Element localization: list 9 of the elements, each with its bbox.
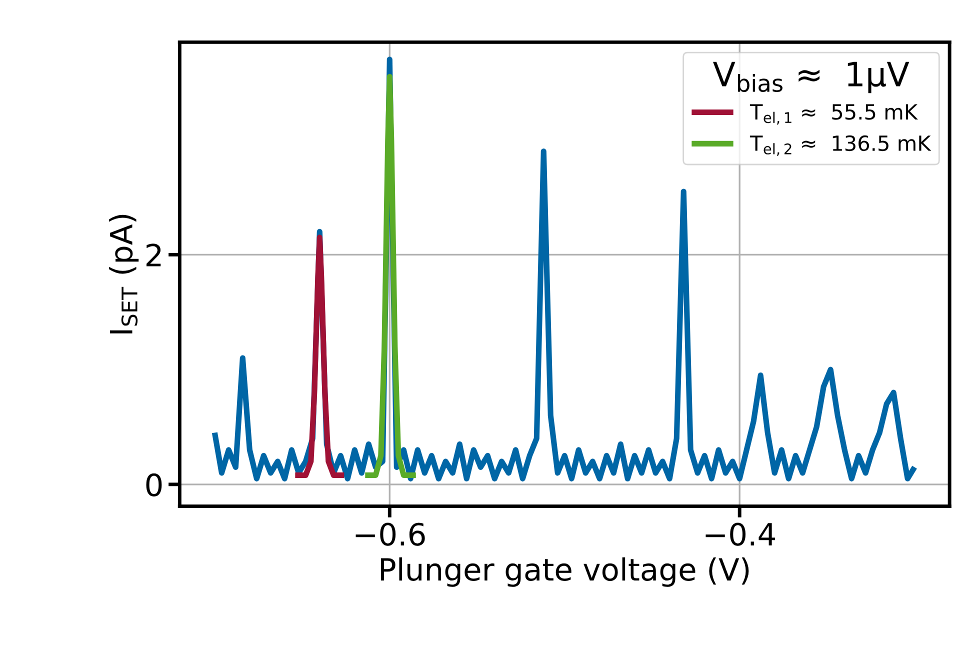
x-tick-label: −0.6 (356, 522, 425, 546)
y-axis-title: I$_{SET}$ (pA) (109, 214, 139, 334)
legend-label: T$_{el,1}$ ≈ 55.5 mK (750, 104, 918, 125)
x-tick-label: −0.4 (706, 522, 775, 546)
y-tick-label: 0 (146, 473, 162, 496)
y-tick-label: 2 (146, 244, 161, 266)
legend-label: T$_{el,2}$ ≈ 136.5 mK (750, 135, 932, 156)
x-axis-title: Plunger gate voltage (V) (380, 557, 749, 587)
legend-title: V$_{bias}$ ≈ 1μV (713, 62, 910, 94)
